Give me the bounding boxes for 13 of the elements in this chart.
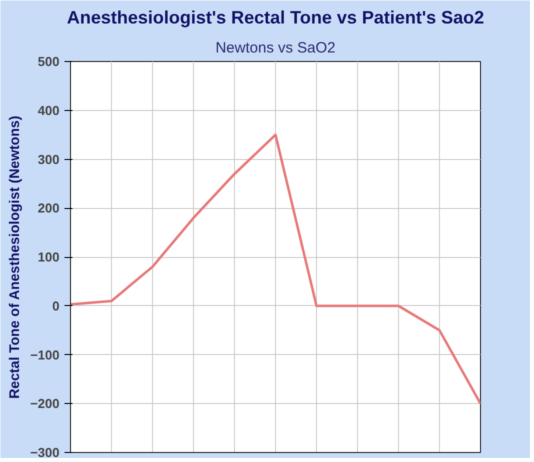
y-tick-label: 500 xyxy=(38,54,60,69)
chart-subtitle: Newtons vs SaO2 xyxy=(215,40,336,56)
chart-title: Anesthesiologist's Rectal Tone vs Patient's Sao2 xyxy=(66,8,484,28)
y-tick-label: −100 xyxy=(30,347,60,362)
y-axis-title: Rectal Tone of Anesthesiologist (Newtons) xyxy=(6,116,22,399)
y-tick-label: 300 xyxy=(38,152,60,167)
line-series xyxy=(70,134,480,405)
y-tick-label: 200 xyxy=(38,200,60,216)
y-tick-label: 100 xyxy=(38,250,60,264)
y-tick-label: −300 xyxy=(30,445,60,460)
y-tick-label: 0 xyxy=(52,298,60,314)
y-tick-label: 400 xyxy=(38,102,60,118)
y-tick-label: −200 xyxy=(30,396,60,412)
